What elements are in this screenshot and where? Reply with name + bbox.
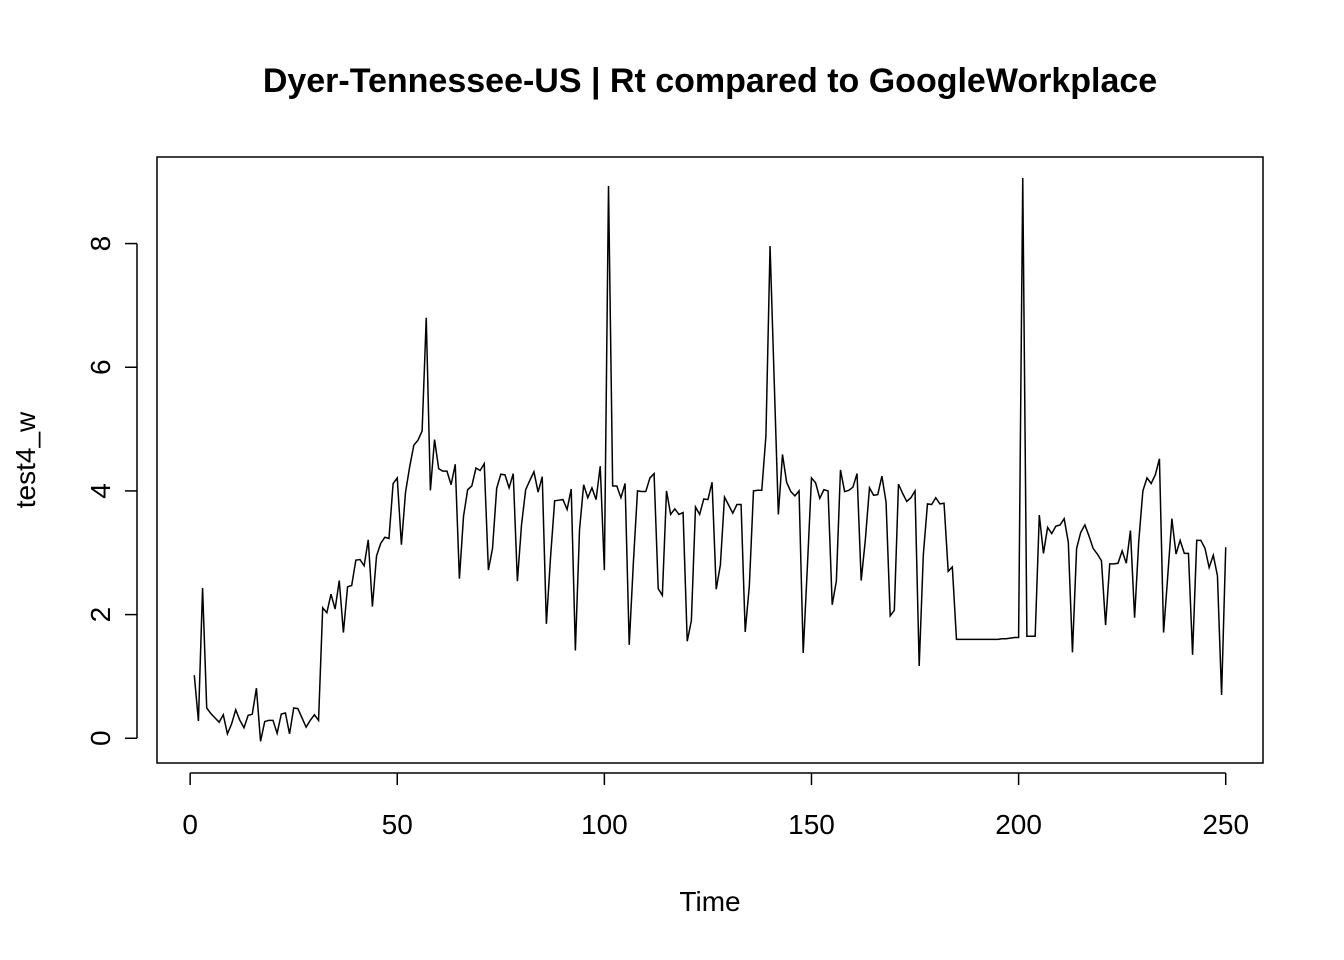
chart-title: Dyer-Tennessee-US | Rt compared to Googl… [263,62,1157,100]
plot-area [156,156,1264,764]
x-axis: 0 50 100 150 200 250 [182,772,1249,840]
y-tick-label: 0 [85,730,116,746]
x-tick-label: 150 [788,809,835,840]
x-tick-label: 50 [382,809,413,840]
x-tick-label: 200 [995,809,1042,840]
y-tick-label: 8 [85,236,116,252]
y-axis: 0 2 4 6 8 [85,236,138,746]
y-tick-label: 4 [85,483,116,499]
y-axis-label: test4_w [10,411,41,508]
y-tick-label: 6 [85,359,116,375]
series-line [193,178,1227,742]
y-tick-label: 2 [85,607,116,623]
x-axis-label: Time [679,886,740,917]
x-tick-label: 100 [581,809,628,840]
data-points [193,177,1226,742]
x-tick-label: 0 [182,809,198,840]
x-tick-label: 250 [1202,809,1249,840]
